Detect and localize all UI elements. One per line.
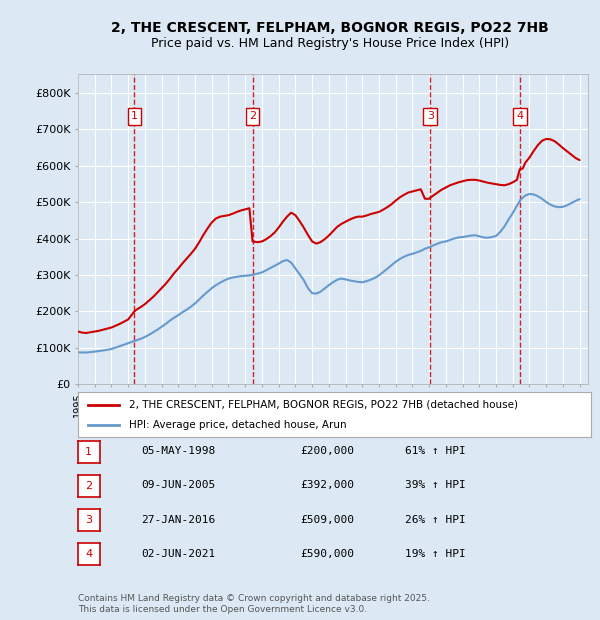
Text: £590,000: £590,000 xyxy=(300,549,354,559)
Text: 1: 1 xyxy=(131,111,138,122)
Text: 61% ↑ HPI: 61% ↑ HPI xyxy=(405,446,466,456)
Text: £392,000: £392,000 xyxy=(300,480,354,490)
Text: Price paid vs. HM Land Registry's House Price Index (HPI): Price paid vs. HM Land Registry's House … xyxy=(151,37,509,50)
Text: 09-JUN-2005: 09-JUN-2005 xyxy=(141,480,215,490)
Text: 27-JAN-2016: 27-JAN-2016 xyxy=(141,515,215,525)
Text: Contains HM Land Registry data © Crown copyright and database right 2025.
This d: Contains HM Land Registry data © Crown c… xyxy=(78,595,430,614)
Text: £200,000: £200,000 xyxy=(300,446,354,456)
Text: 26% ↑ HPI: 26% ↑ HPI xyxy=(405,515,466,525)
Text: 2: 2 xyxy=(249,111,256,122)
Text: 2, THE CRESCENT, FELPHAM, BOGNOR REGIS, PO22 7HB (detached house): 2, THE CRESCENT, FELPHAM, BOGNOR REGIS, … xyxy=(130,399,518,410)
Text: 19% ↑ HPI: 19% ↑ HPI xyxy=(405,549,466,559)
Text: 02-JUN-2021: 02-JUN-2021 xyxy=(141,549,215,559)
Text: 3: 3 xyxy=(85,515,92,525)
Text: 3: 3 xyxy=(427,111,434,122)
Text: 4: 4 xyxy=(85,549,92,559)
Text: 2: 2 xyxy=(85,480,92,491)
Text: 2, THE CRESCENT, FELPHAM, BOGNOR REGIS, PO22 7HB: 2, THE CRESCENT, FELPHAM, BOGNOR REGIS, … xyxy=(111,21,549,35)
Text: 05-MAY-1998: 05-MAY-1998 xyxy=(141,446,215,456)
Text: HPI: Average price, detached house, Arun: HPI: Average price, detached house, Arun xyxy=(130,420,347,430)
Text: 4: 4 xyxy=(516,111,523,122)
Text: 1: 1 xyxy=(85,446,92,457)
Text: £509,000: £509,000 xyxy=(300,515,354,525)
Text: 39% ↑ HPI: 39% ↑ HPI xyxy=(405,480,466,490)
